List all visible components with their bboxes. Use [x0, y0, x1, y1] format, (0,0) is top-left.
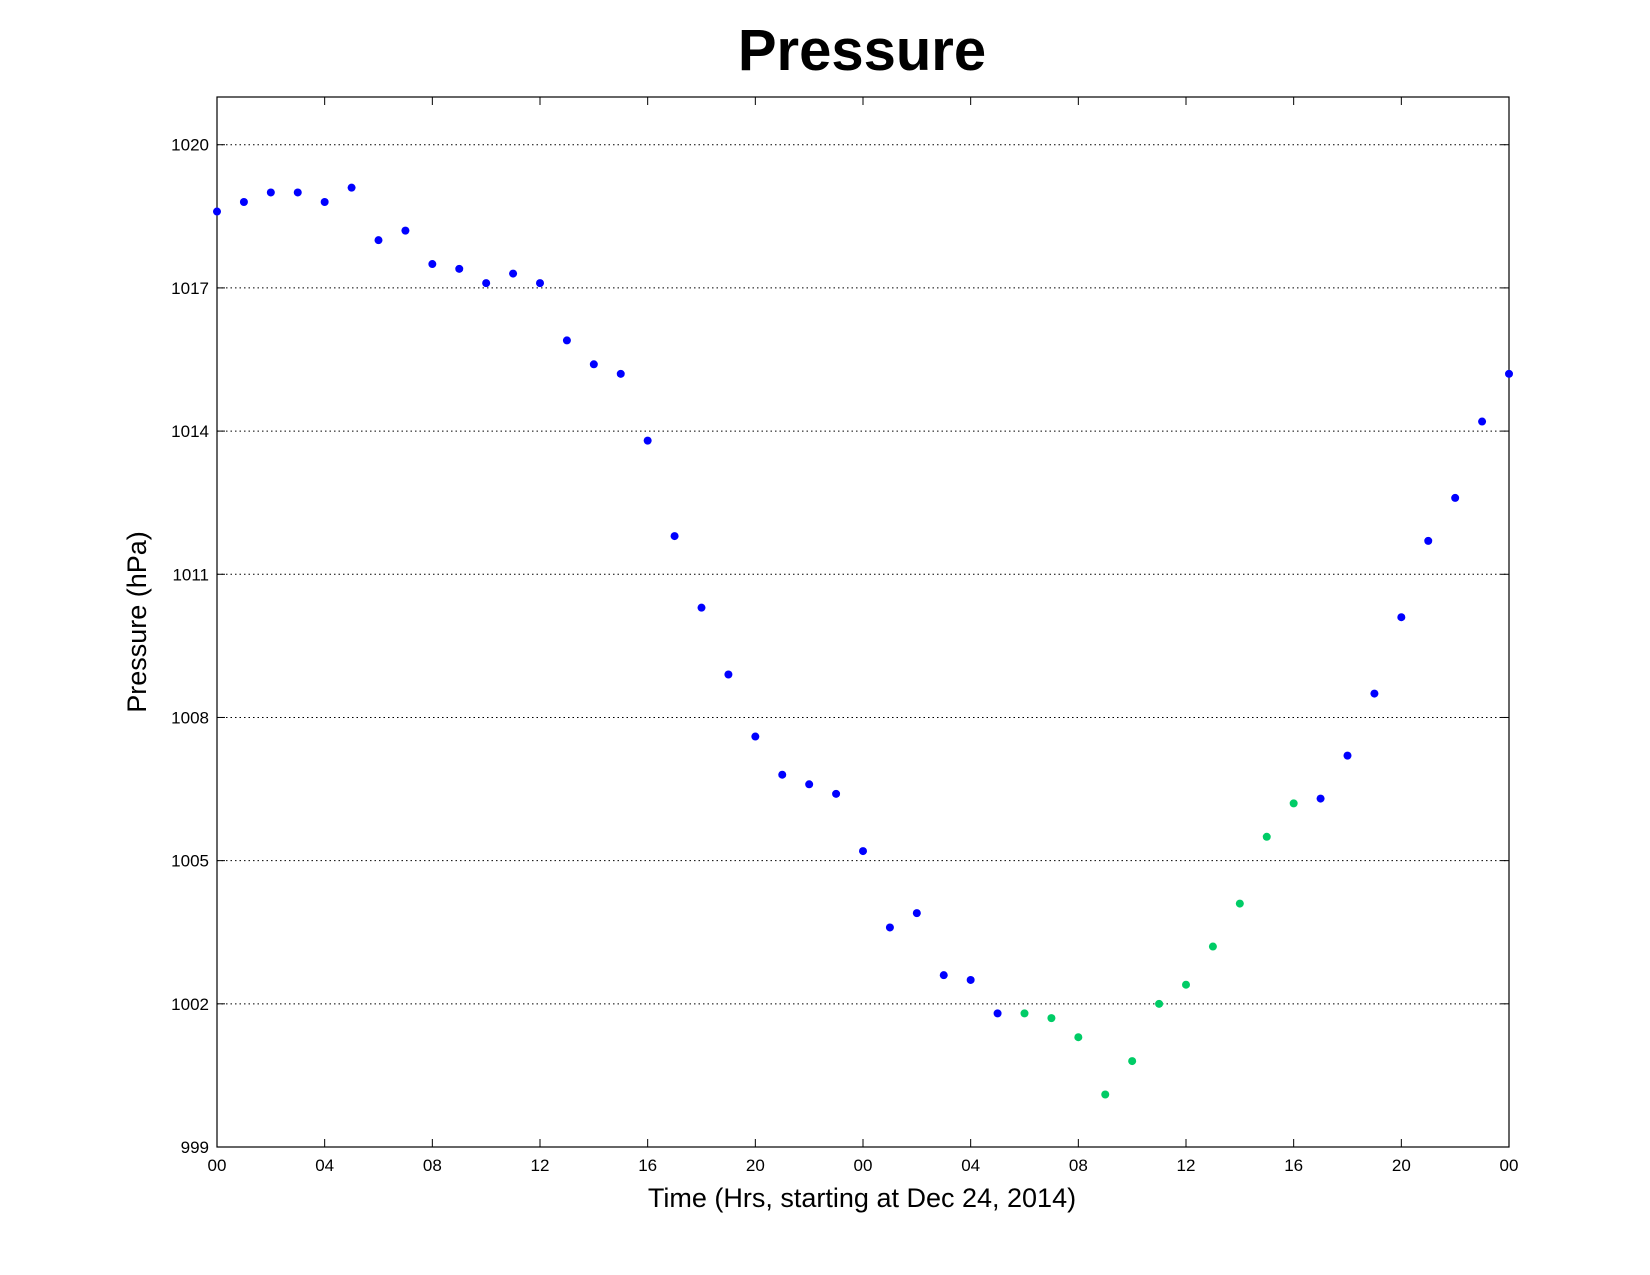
x-tick-label: 08	[1069, 1156, 1088, 1175]
data-point	[536, 279, 544, 288]
data-points	[213, 183, 1513, 1099]
data-point	[1451, 493, 1460, 502]
y-tick-label: 999	[181, 1138, 209, 1157]
y-tick-label: 1002	[171, 995, 209, 1014]
data-point	[805, 780, 814, 789]
data-point	[859, 847, 867, 856]
x-tick-label: 20	[746, 1156, 765, 1175]
data-point	[697, 603, 706, 612]
x-tick-label: 12	[1177, 1156, 1196, 1175]
data-point	[1505, 369, 1513, 378]
chart-title: Pressure	[738, 18, 986, 83]
data-point	[1020, 1009, 1029, 1018]
data-point	[1478, 417, 1487, 426]
x-tick-label: 04	[315, 1156, 334, 1175]
data-point	[1316, 794, 1325, 803]
data-point	[1262, 832, 1271, 841]
x-tick-label: 20	[1392, 1156, 1411, 1175]
data-point	[509, 269, 518, 278]
gridlines	[217, 144, 1509, 1005]
data-point	[1424, 536, 1433, 545]
y-tick-label: 1008	[171, 708, 209, 727]
data-point	[939, 971, 948, 980]
data-point	[589, 360, 598, 369]
data-point	[482, 279, 491, 288]
y-tick-label: 1017	[171, 279, 209, 298]
x-tick-label: 12	[531, 1156, 550, 1175]
axis-ticks: 999 1002 1005 1008 1011 1014 1017 1020 00 04 08 12 1…	[171, 97, 1518, 1175]
x-tick-label: 08	[423, 1156, 442, 1175]
data-point	[1101, 1090, 1110, 1099]
y-tick-label: 1011	[172, 565, 209, 584]
data-point	[213, 207, 221, 216]
data-point	[670, 532, 679, 541]
data-point	[616, 369, 625, 378]
x-tick-label: 16	[1284, 1156, 1303, 1175]
x-tick-label: 00	[1500, 1156, 1519, 1175]
data-point	[912, 909, 921, 918]
data-point	[1047, 1014, 1056, 1023]
data-point	[778, 770, 787, 779]
x-tick-label: 00	[208, 1156, 227, 1175]
data-point	[1128, 1057, 1137, 1066]
data-point	[455, 264, 464, 273]
data-point	[1208, 942, 1217, 951]
data-point	[993, 1009, 1002, 1018]
data-point	[293, 188, 302, 197]
data-point	[428, 260, 437, 269]
data-point	[320, 198, 329, 206]
data-point	[1235, 899, 1244, 908]
data-point	[832, 789, 841, 798]
data-point	[1370, 689, 1379, 698]
data-point	[1289, 799, 1298, 808]
y-tick-label: 1005	[171, 852, 209, 871]
data-point	[374, 236, 383, 245]
data-point	[562, 336, 571, 345]
data-point	[1155, 999, 1164, 1008]
data-point	[1397, 613, 1406, 622]
data-point	[266, 188, 275, 197]
x-tick-label: 00	[854, 1156, 873, 1175]
y-tick-label: 1020	[171, 136, 209, 155]
data-point	[751, 732, 760, 741]
data-point	[401, 226, 410, 235]
data-point	[239, 198, 248, 206]
data-point	[1182, 980, 1190, 989]
data-point	[885, 923, 894, 932]
data-point	[966, 975, 975, 984]
data-point	[1074, 1033, 1083, 1042]
data-point	[347, 183, 356, 192]
y-tick-label: 1014	[171, 422, 209, 441]
data-point	[724, 670, 733, 679]
x-axis-label: Time (Hrs, starting at Dec 24, 2014)	[648, 1183, 1076, 1213]
y-axis-label: Pressure (hPa)	[122, 531, 152, 713]
x-tick-label: 04	[961, 1156, 980, 1175]
data-point	[1343, 751, 1352, 760]
data-point	[643, 436, 652, 445]
x-tick-label: 16	[638, 1156, 657, 1175]
plot-area-frame	[216, 96, 1510, 1148]
